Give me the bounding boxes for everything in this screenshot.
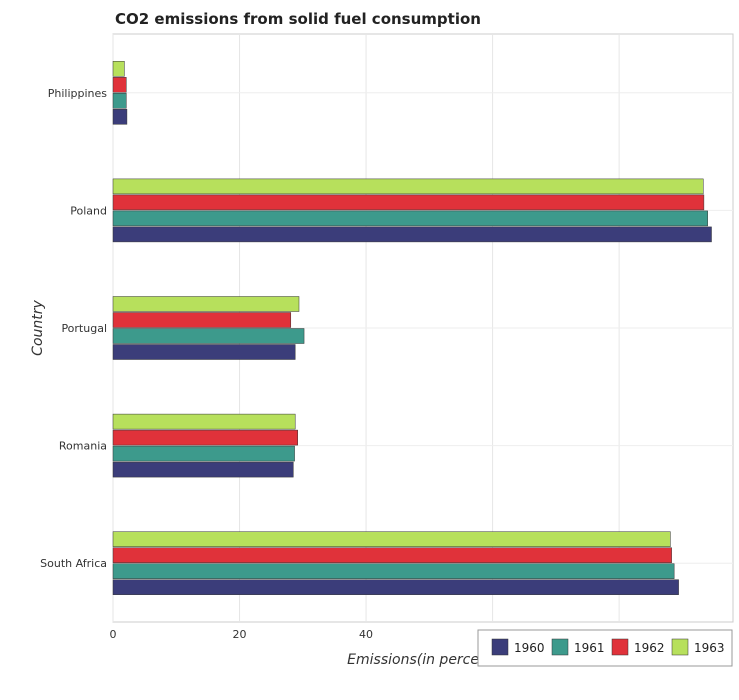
- legend-box: [477, 629, 733, 667]
- bar-poland-1961: [112, 210, 708, 227]
- bar-portugal-1962: [112, 312, 292, 328]
- bar-philippines-1960: [112, 109, 128, 125]
- x-axis-label: Emissions(in percent): [347, 652, 499, 668]
- legend-swatch-1963: [671, 638, 689, 656]
- bar-romania-1961: [112, 445, 295, 462]
- y-tick-label: Portugal: [61, 322, 107, 335]
- bar-romania-1963: [112, 413, 296, 430]
- bar-philippines-1963: [112, 61, 125, 77]
- bar-portugal-1960: [112, 344, 296, 360]
- bar-romania-1962: [112, 429, 298, 446]
- bar-philippines-1962: [112, 77, 127, 93]
- grid-lines: [112, 34, 733, 622]
- bar-portugal-1961: [112, 328, 305, 344]
- bar-philippines-1961: [112, 93, 127, 109]
- bar-poland-1960: [112, 226, 712, 243]
- legend-label-1960: 1960: [514, 641, 545, 655]
- legend-swatch-1960: [491, 638, 509, 656]
- y-tick-labels: Philippines Poland Portugal Romania South Af…: [40, 87, 107, 570]
- y-tick-label: South Africa: [40, 557, 107, 570]
- bar-south-africa-1960: [112, 579, 679, 595]
- legend-swatch-1962: [611, 638, 629, 656]
- y-tick-label: Romania: [59, 440, 107, 453]
- x-tick-label: 0: [110, 628, 117, 641]
- bar-south-africa-1963: [112, 531, 671, 547]
- legend-swatch-1961: [551, 638, 569, 656]
- bar-poland-1963: [112, 178, 704, 195]
- bar-portugal-1963: [112, 296, 300, 312]
- bar-poland-1962: [112, 194, 705, 211]
- bar-south-africa-1961: [112, 563, 675, 579]
- legend-label-1963: 1963: [694, 641, 725, 655]
- bar-romania-1960: [112, 461, 294, 478]
- y-axis-label: Country: [30, 299, 46, 355]
- bar-south-africa-1962: [112, 547, 672, 563]
- y-tick-label: Poland: [70, 204, 107, 217]
- legend-label-1962: 1962: [634, 641, 665, 655]
- y-tick-label: Philippines: [48, 87, 108, 100]
- x-tick-label: 20: [233, 628, 247, 641]
- bars: [112, 61, 712, 595]
- x-tick-label: 40: [359, 628, 373, 641]
- legend: 1960 1961 1962 1963: [477, 629, 733, 667]
- chart-title: CO2 emissions from solid fuel consumptio…: [115, 10, 481, 28]
- legend-label-1961: 1961: [574, 641, 605, 655]
